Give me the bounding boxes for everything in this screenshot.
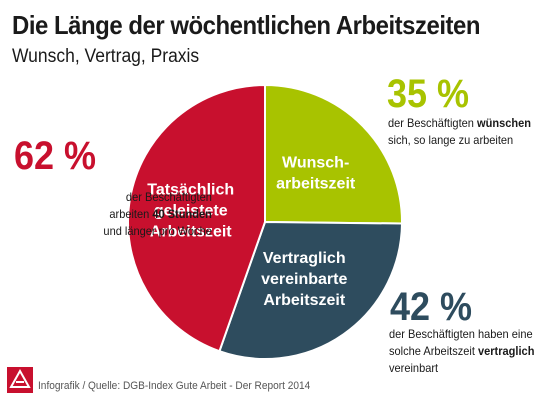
- vertrag-note-line2: solche Arbeitszeit vertraglich: [389, 343, 534, 360]
- wunsch-note-line2: sich, so lange zu arbeiten: [388, 133, 514, 147]
- vertrag-note-line1: der Beschäftigten haben eine: [389, 327, 533, 341]
- page-subtitle: Wunsch, Vertrag, Praxis: [12, 46, 200, 67]
- praxis-note-line1: der Beschäftigten: [126, 190, 212, 204]
- pie-slice-label-line: geleistete: [154, 202, 228, 219]
- pie-slice-1: [264, 83, 403, 225]
- pie-slice-label-line: Arbeitszeit: [150, 223, 232, 240]
- praxis-percentage: 62 %: [14, 134, 97, 178]
- vertrag-percentage: 42 %: [390, 285, 473, 329]
- pie-slice-3: [127, 83, 266, 353]
- wunsch-note-line1: der Beschäftigten wünschen: [388, 115, 531, 132]
- praxis-note-line2: arbeiten 40 Stunden: [104, 206, 212, 223]
- wunsch-note-line1-pre: der Beschäftigten: [388, 116, 477, 130]
- pie-slice-label-line: Arbeitszeit: [263, 292, 345, 309]
- praxis-note: der Beschäftigten arbeiten 40 Stunden un…: [104, 189, 212, 240]
- source-credit: Infografik / Quelle: DGB-Index Gute Arbe…: [38, 380, 311, 392]
- pie-slice-label-3: Tatsächlich geleistete Arbeitszeit: [147, 181, 234, 240]
- wunsch-note: der Beschäftigten wünschen sich, so lang…: [388, 115, 531, 149]
- vertrag-note-line2-bold: vertraglich: [477, 344, 535, 358]
- vertrag-note-line2-pre: solche Arbeitszeit: [389, 344, 478, 358]
- vertrag-note: der Beschäftigten haben eine solche Arbe…: [389, 326, 534, 377]
- pie-slice-label-line: Vertraglich: [263, 250, 346, 267]
- wunsch-note-line1-bold: wünschen: [476, 116, 531, 130]
- pie-slice-label-line: Wunsch-: [282, 154, 349, 171]
- praxis-note-line2-pre: arbeiten: [109, 207, 153, 221]
- pie-slice-2: [218, 220, 404, 360]
- praxis-note-line3: und länger pro Woche: [103, 224, 212, 238]
- pie-slice-label-line: vereinbarte: [261, 271, 347, 288]
- pie-slice-label-1: Wunsch-arbeitszeit: [276, 154, 356, 192]
- pie-slice-label-2: Vertraglich vereinbarte Arbeitszeit: [261, 250, 347, 309]
- vertrag-note-line3: vereinbart: [389, 361, 439, 375]
- page-title: Die Länge der wöchentlichen Arbeitszeite…: [12, 10, 481, 40]
- pie-slice-label-line: arbeitszeit: [276, 175, 356, 192]
- pie-slice-label-line: Tatsächlich: [147, 181, 234, 198]
- wunsch-percentage: 35 %: [387, 72, 470, 116]
- ig-metall-logo-icon: [7, 367, 33, 393]
- praxis-note-line2-bold: 40 Stunden: [152, 207, 212, 221]
